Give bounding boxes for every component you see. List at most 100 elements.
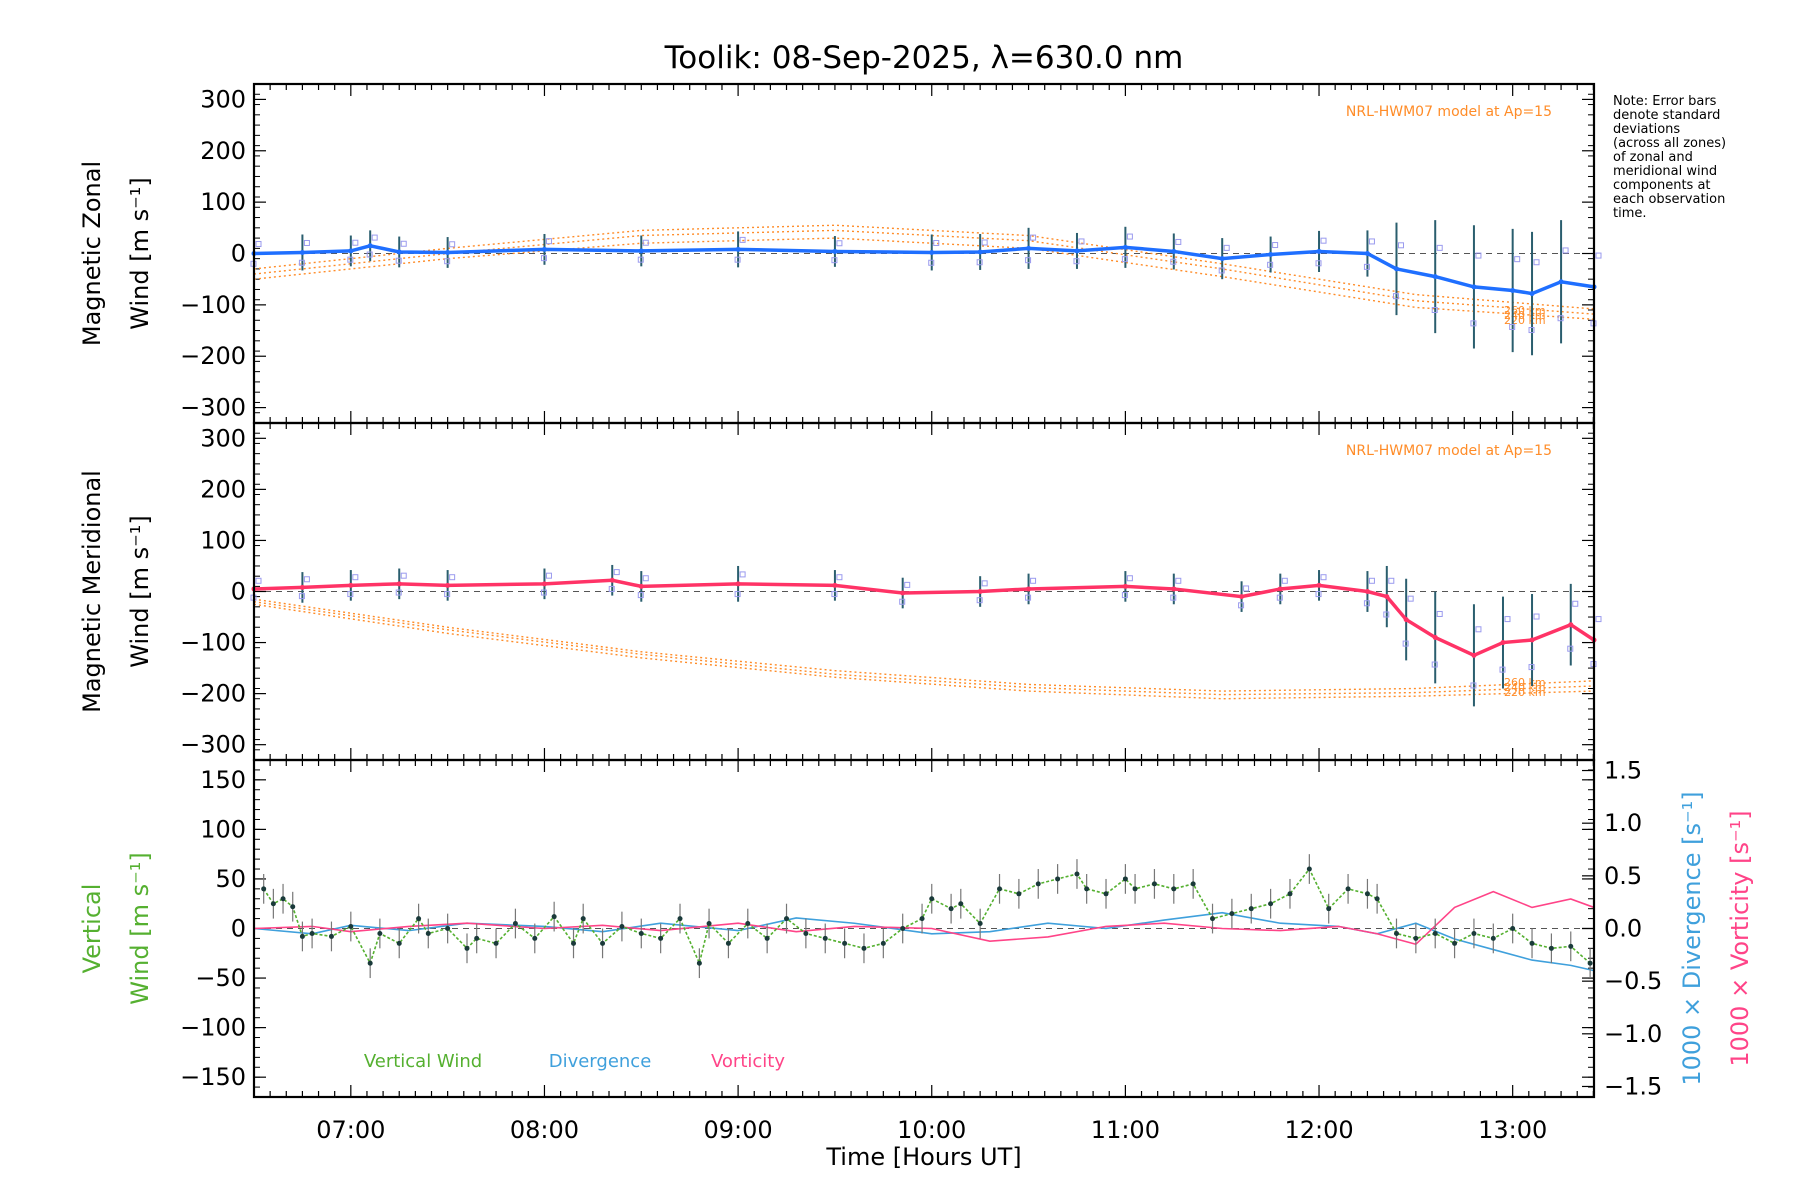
divergence-axis-label: 1000 × Divergence [s⁻¹] [1678,791,1706,1085]
zone-marker [545,238,552,245]
data-point [270,901,276,907]
data-point [725,940,731,946]
data-point [1558,279,1564,285]
y-tick-label: −100 [180,291,246,319]
vorticity-axis-label: 1000 × Vorticity [s⁻¹] [1726,810,1754,1066]
zone-marker [255,577,262,584]
y-tick-label: 100 [200,815,246,843]
data-point [1171,886,1177,892]
data-point [1287,891,1293,897]
data-point [1364,589,1370,594]
data-point [367,243,373,249]
data-point [900,926,906,931]
data-point [977,921,983,927]
data-point [1055,876,1061,882]
zone-marker [928,259,935,266]
data-point [551,914,557,920]
zone-marker [1509,323,1516,330]
y-axis-label: Magnetic Zonal [78,161,106,346]
x-tick-label: 10:00 [897,1116,966,1144]
y-tick-label: 300 [200,424,246,452]
y-tick-label: 200 [200,475,246,503]
zone-marker [1470,682,1477,689]
zone-marker [1243,585,1250,592]
y-tick-label: 0 [231,915,246,943]
zone-marker [1126,233,1133,240]
data-point [1568,622,1574,628]
zone-marker [1368,577,1375,584]
zone-marker [400,572,407,579]
zone-marker [347,591,354,598]
y-tick-label: 100 [200,188,246,216]
model-alt-label: 240 km [1504,681,1546,694]
y-axis-label: Magnetic Meridional [78,470,106,713]
data-point [1568,943,1574,949]
zone-marker [1267,261,1274,268]
zone-marker [1528,664,1535,671]
data-point [1190,881,1196,887]
data-point [348,924,354,930]
y-tick-label: 0 [231,240,246,268]
data-point [571,940,577,946]
y2-tick-label: 1.0 [1604,809,1642,837]
data-point [1529,291,1535,297]
data-point [328,933,334,939]
data-point [745,921,751,927]
data-point [1268,901,1274,907]
y-axis-label: Wind [m s⁻¹] [126,515,154,667]
data-point [1452,940,1458,946]
data-point [280,896,286,902]
zone-marker [1025,257,1032,264]
panel-meridional: −300 −200 −100 0 100 200 300 Magnetic Meridiona… [78,421,1602,762]
data-point [948,906,954,912]
legend-item: Divergence [549,1051,652,1072]
data-point [1122,583,1128,589]
data-point [842,940,848,946]
zone-marker [1499,666,1506,673]
zone-marker [831,257,838,264]
data-point [1171,248,1177,254]
data-point [1016,891,1022,897]
zone-marker [1397,242,1404,249]
data-point [580,916,586,922]
zone-marker [1504,616,1511,623]
zone-marker [1475,626,1482,633]
data-point [1219,256,1225,262]
data-point [1229,911,1235,917]
data-point [367,960,373,966]
model-curve-260km [253,598,1595,692]
data-point [1364,251,1370,256]
data-point [1510,287,1516,293]
zone-marker [1030,234,1037,241]
data-point [609,577,615,583]
model-label: NRL-HWM07 model at Ap=15 [1346,443,1552,459]
data-point [1326,906,1332,912]
zone-marker [836,240,843,247]
data-point [532,935,538,941]
zone-marker [395,257,402,264]
zone-marker [1528,327,1535,334]
data-point [977,249,983,255]
zone-marker [981,239,988,246]
data-point [1103,891,1109,897]
zone-marker [1223,244,1230,251]
data-point [1384,594,1390,600]
y-tick-label: 0 [231,578,246,606]
data-point [1277,586,1283,592]
zone-marker [739,571,746,578]
zone-marker [444,258,451,265]
model-alt-label: 220 km [1504,686,1546,699]
zone-marker [1315,260,1322,267]
zone-marker [1030,577,1037,584]
y-tick-label: −100 [180,629,246,657]
panel-zonal: −300 −200 −100 0 100 200 300 Magnetic Zonal Wind… [78,82,1602,425]
data-point [1026,245,1032,251]
zone-marker [1126,575,1133,582]
model-curve-220km [253,237,1595,320]
zone-marker [1595,616,1602,623]
zone-marker [734,256,741,263]
y-axis-label: Wind [m s⁻¹] [126,177,154,329]
zone-marker [1572,600,1579,607]
data-point [1132,886,1138,892]
zone-marker [976,597,983,604]
